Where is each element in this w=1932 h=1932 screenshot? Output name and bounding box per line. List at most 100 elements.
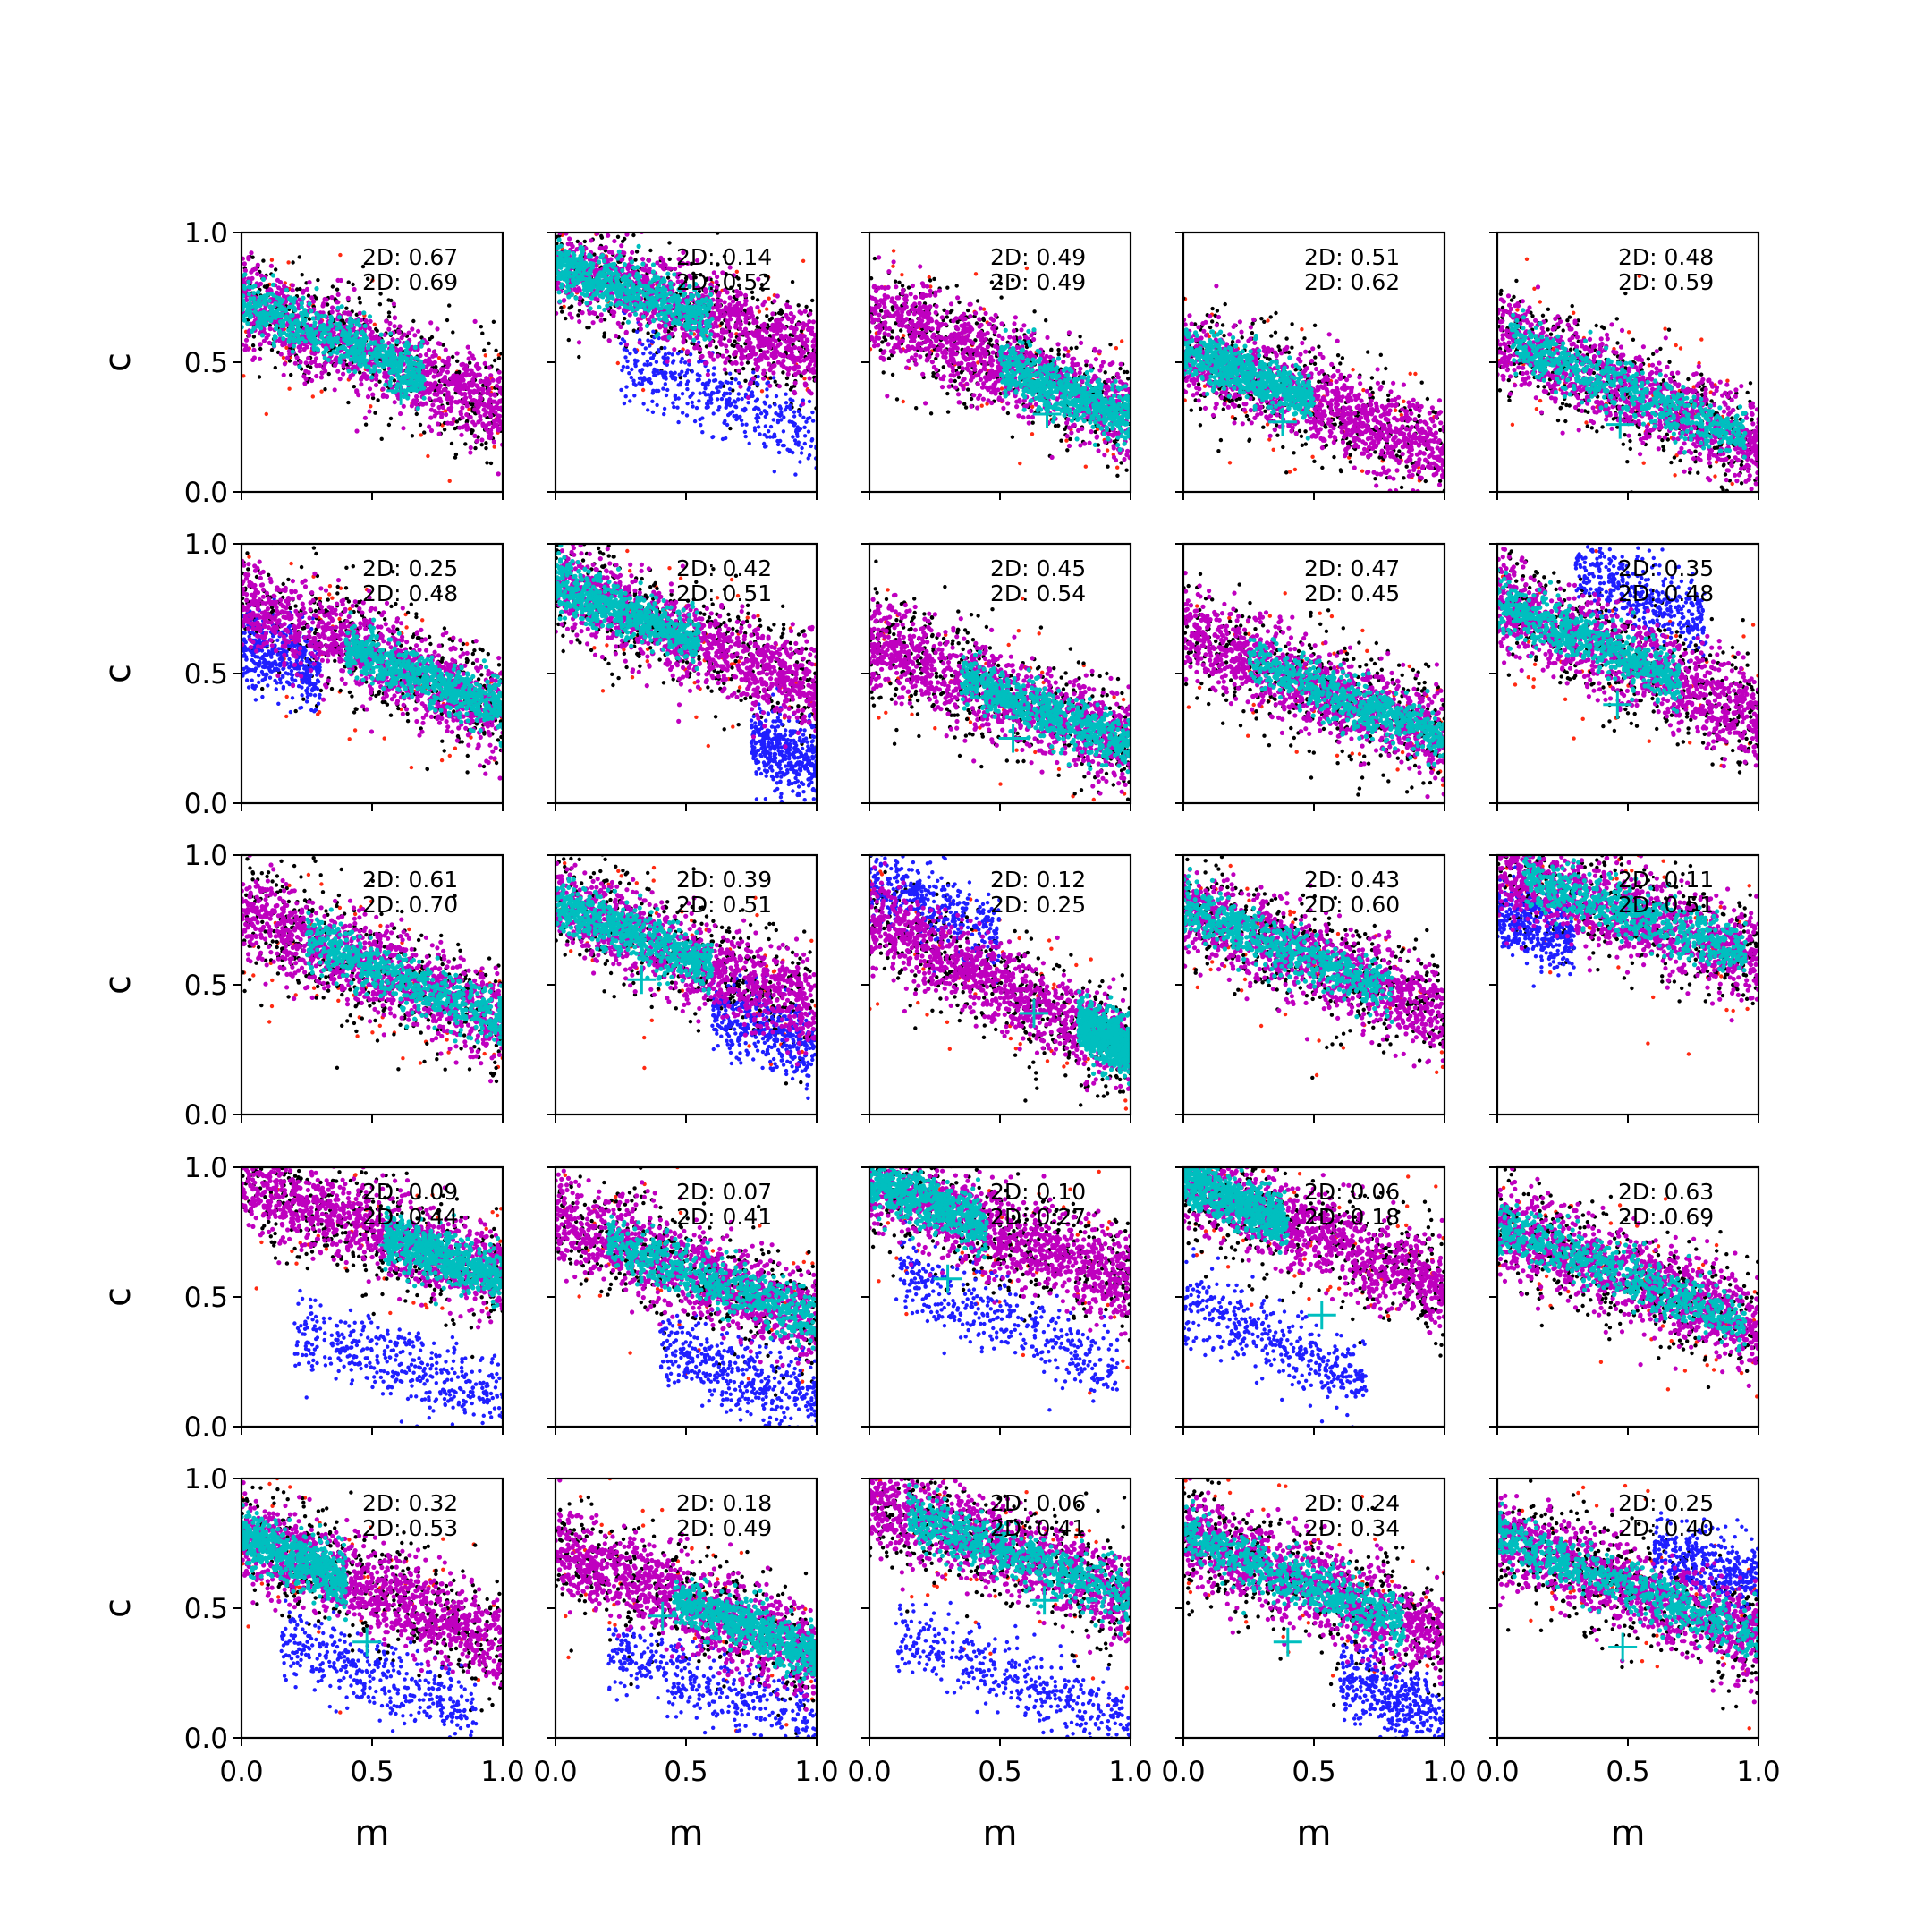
scatter-point bbox=[391, 347, 395, 352]
scatter-point bbox=[333, 363, 337, 368]
scatter-point bbox=[258, 282, 263, 286]
scatter-point bbox=[388, 331, 393, 335]
scatter-point bbox=[444, 412, 448, 417]
scatter-point bbox=[307, 370, 311, 375]
scatter-point bbox=[792, 391, 797, 395]
scatter-point bbox=[591, 278, 596, 283]
scatter-point bbox=[705, 312, 709, 317]
scatter-point bbox=[420, 339, 425, 343]
scatter-point bbox=[579, 245, 583, 250]
scatter-point bbox=[374, 327, 377, 331]
scatter-point bbox=[595, 256, 599, 260]
scatter-point bbox=[801, 259, 805, 263]
scatter-point bbox=[765, 435, 768, 438]
scatter-point bbox=[319, 375, 324, 379]
scatter-point bbox=[279, 352, 284, 356]
scatter-point bbox=[258, 357, 262, 361]
scatter-point bbox=[264, 311, 268, 316]
scatter-point bbox=[807, 319, 811, 324]
scatter-point bbox=[746, 360, 750, 364]
scatter-point bbox=[773, 470, 776, 473]
scatter-point bbox=[384, 318, 388, 323]
scatter-point bbox=[428, 396, 432, 401]
metric-label-1: 2D: 0.67 bbox=[362, 244, 458, 270]
scatter-point bbox=[335, 369, 340, 374]
scatter-point bbox=[750, 390, 754, 394]
y-tick-label: 0.0 bbox=[184, 477, 228, 509]
scatter-point bbox=[603, 264, 607, 268]
scatter-point bbox=[778, 342, 783, 346]
scatter-point bbox=[377, 380, 381, 384]
scatter-point bbox=[481, 423, 486, 428]
scatter-point bbox=[720, 321, 724, 325]
scatter-point bbox=[351, 283, 354, 286]
scatter-point bbox=[774, 380, 777, 384]
scatter-point bbox=[269, 264, 274, 268]
scatter-point bbox=[360, 330, 365, 335]
scatter-point bbox=[625, 360, 629, 363]
scatter-point bbox=[468, 361, 471, 365]
scatter-point bbox=[648, 343, 651, 347]
scatter-point bbox=[723, 360, 727, 365]
scatter-point bbox=[270, 312, 275, 317]
scatter-point bbox=[788, 419, 792, 423]
scatter-point bbox=[410, 355, 414, 360]
y-axis-label: c bbox=[97, 352, 139, 372]
scatter-point bbox=[672, 347, 676, 352]
scatter-point bbox=[635, 250, 639, 253]
scatter-point bbox=[628, 399, 631, 402]
scatter-point bbox=[377, 369, 382, 373]
scatter-point bbox=[691, 369, 694, 373]
scatter-point bbox=[308, 318, 311, 321]
scatter-point bbox=[474, 363, 479, 368]
scatter-point bbox=[250, 358, 255, 362]
scatter-point bbox=[800, 374, 803, 377]
scatter-point bbox=[980, 404, 984, 408]
scatter-point bbox=[416, 329, 420, 334]
scatter-point bbox=[651, 391, 655, 394]
scatter-point bbox=[604, 278, 608, 283]
scatter-point bbox=[655, 403, 658, 407]
scatter-point bbox=[326, 336, 330, 341]
scatter-point bbox=[354, 428, 359, 433]
scatter-point bbox=[452, 375, 456, 379]
scatter-point bbox=[557, 237, 562, 242]
scatter-point bbox=[727, 309, 732, 314]
scatter-point bbox=[281, 324, 285, 328]
scatter-point bbox=[243, 312, 248, 317]
scatter-point bbox=[1120, 339, 1123, 343]
scatter-point bbox=[728, 372, 732, 376]
scatter-point bbox=[663, 407, 666, 411]
scatter-point bbox=[463, 442, 467, 445]
scatter-point bbox=[602, 258, 606, 263]
scatter-point bbox=[293, 320, 298, 325]
scatter-point bbox=[428, 390, 432, 394]
scatter-point bbox=[804, 344, 809, 349]
scatter-point bbox=[387, 360, 392, 364]
scatter-point bbox=[406, 382, 411, 386]
scatter-point bbox=[354, 342, 359, 346]
scatter-point bbox=[698, 323, 702, 327]
scatter-point bbox=[389, 417, 393, 420]
scatter-point bbox=[635, 273, 640, 277]
scatter-point bbox=[386, 350, 391, 354]
scatter-point bbox=[804, 420, 808, 424]
scatter-point bbox=[376, 398, 379, 402]
scatter-point bbox=[277, 299, 282, 303]
scatter-point bbox=[312, 324, 317, 328]
scatter-point bbox=[685, 402, 689, 405]
scatter-point bbox=[402, 333, 407, 337]
scatter-point bbox=[763, 402, 767, 405]
scatter-point bbox=[478, 373, 482, 377]
scatter-point bbox=[590, 310, 595, 315]
scatter-point bbox=[659, 371, 663, 375]
scatter-point bbox=[291, 288, 295, 292]
scatter-point bbox=[892, 249, 895, 252]
scatter-point bbox=[675, 306, 680, 310]
scatter-point bbox=[247, 334, 251, 338]
scatter-point bbox=[646, 408, 649, 411]
scatter-point bbox=[693, 319, 698, 324]
scatter-point bbox=[753, 428, 757, 432]
scatter-point bbox=[555, 257, 560, 261]
scatter-point bbox=[684, 298, 689, 302]
